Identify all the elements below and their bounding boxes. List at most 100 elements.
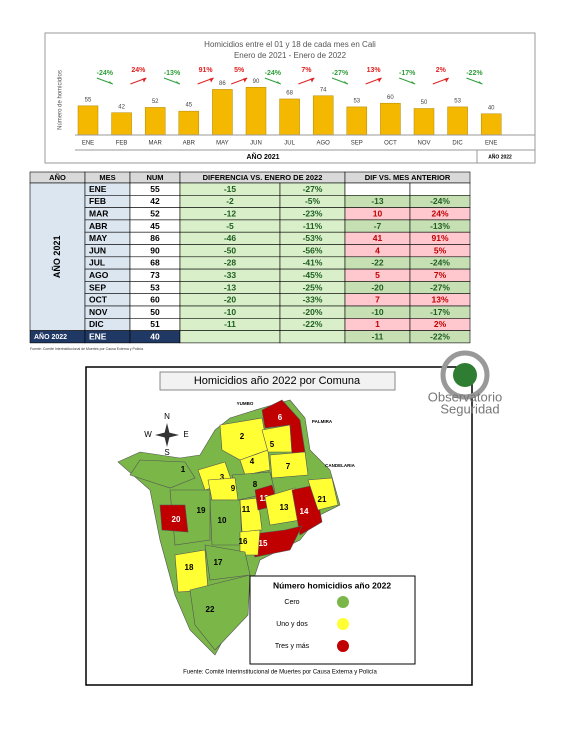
chart-title: Homicidios entre el 01 y 18 de cada mes … — [204, 40, 376, 49]
x-tick-label: NOV — [417, 141, 430, 147]
bar — [279, 98, 300, 136]
bar — [245, 87, 267, 136]
map-source: Fuente: Comité Interinstitucional de Mue… — [183, 670, 377, 676]
logo: Observatorio Seguridad — [428, 350, 502, 416]
table-text: -20 — [224, 295, 237, 305]
value-label: 40 — [488, 105, 495, 111]
comuna-label: 20 — [172, 515, 181, 524]
x-tick-label: ENE — [485, 141, 497, 147]
change-label: -24% — [97, 70, 114, 77]
table-text: AÑO 2022 — [34, 332, 67, 341]
value-label: 50 — [421, 100, 428, 106]
table-text: 45 — [150, 221, 160, 231]
comuna-label: 9 — [231, 484, 236, 493]
table-text: ENE — [89, 184, 107, 194]
comuna-label: 5 — [270, 440, 275, 449]
table-text: -11 — [372, 332, 384, 342]
table-cell — [409, 330, 471, 344]
table-cell — [344, 182, 411, 196]
comuna-label: 11 — [242, 505, 251, 514]
comuna-label: 3 — [220, 473, 225, 482]
value-label: 55 — [85, 97, 92, 103]
table-text: 42 — [150, 196, 160, 206]
table-text: DIC — [89, 319, 104, 329]
table-text: -11% — [303, 221, 323, 231]
table-text: 4 — [375, 245, 380, 255]
x-tick-label: JUN — [250, 141, 262, 147]
comuna-label: 14 — [300, 507, 309, 516]
bar — [413, 108, 435, 136]
comuna-label: 21 — [318, 495, 327, 504]
table-text: -33 — [224, 270, 237, 280]
value-label: 42 — [118, 104, 125, 110]
comuna-label: 22 — [206, 605, 215, 614]
table-text: JUL — [89, 258, 105, 268]
place-label: YUMBO — [237, 401, 254, 406]
bar — [144, 107, 166, 136]
compass-label: W — [144, 430, 152, 439]
table-text: 7% — [434, 270, 447, 280]
comuna-label: 8 — [253, 480, 258, 489]
legend-label: Tres y más — [275, 643, 310, 650]
change-label: 24% — [131, 67, 146, 74]
value-label: 60 — [387, 95, 394, 101]
comuna-label: 13 — [280, 503, 289, 512]
x-tick-label: MAR — [149, 141, 163, 147]
table-text: -33% — [303, 295, 323, 305]
comuna-label: 1 — [181, 465, 186, 474]
group-label: AÑO 2022 — [488, 153, 512, 160]
change-arrow-head — [142, 78, 147, 83]
comuna-label: 12 — [260, 494, 269, 503]
comuna — [269, 451, 309, 479]
change-arrow-head — [276, 80, 281, 84]
table-text: -50 — [224, 245, 237, 255]
x-tick-label: AGO — [317, 141, 331, 147]
table-text: 5% — [434, 245, 447, 255]
table-text: -41% — [303, 258, 323, 268]
table-text: 1 — [375, 319, 380, 329]
table-text: -20 — [371, 282, 384, 292]
place-label: PALMIRA — [312, 419, 333, 424]
comuna-label: 15 — [259, 539, 268, 548]
comuna-label: 17 — [214, 558, 223, 567]
value-label: 45 — [185, 103, 192, 109]
table-text: -5 — [226, 221, 234, 231]
legend-swatch — [337, 596, 349, 608]
change-label: -27% — [332, 70, 349, 77]
compass-label: E — [183, 430, 188, 439]
legend-swatch — [337, 618, 349, 630]
table-text: -11 — [224, 319, 236, 329]
table-text: -15 — [224, 184, 237, 194]
year-label: AÑO 2021 — [52, 236, 62, 279]
compass — [155, 423, 179, 447]
map-title-box — [159, 371, 396, 391]
table-text: -46 — [224, 233, 237, 243]
table-text: -27% — [430, 282, 450, 292]
table-text: FEB — [89, 196, 106, 206]
table-text: -53% — [303, 233, 323, 243]
legend-label: Uno y dos — [276, 621, 308, 628]
change-label: 91% — [199, 67, 214, 74]
compass-label: S — [164, 448, 169, 457]
table-text: MAR — [89, 209, 108, 219]
table-text: -22% — [430, 332, 450, 342]
comuna-label: 19 — [197, 506, 206, 515]
logo-text: Seguridad — [440, 401, 499, 416]
change-label: 13% — [367, 67, 382, 74]
x-tick-label: JUL — [284, 141, 295, 147]
table-text: -13 — [224, 282, 237, 292]
table-text: -25% — [303, 282, 323, 292]
bar — [380, 102, 401, 136]
value-label: 86 — [219, 81, 226, 87]
comuna — [239, 529, 261, 556]
table-text: -5% — [305, 196, 321, 206]
value-label: 90 — [253, 79, 260, 85]
bar — [312, 95, 334, 136]
table-text: 5 — [375, 270, 380, 280]
table-text: -2 — [226, 196, 234, 206]
logo-dot — [453, 363, 477, 387]
compass-label: N — [164, 412, 170, 421]
table-text: -10 — [371, 307, 384, 317]
table-header: AÑO — [49, 173, 66, 182]
change-label: -13% — [164, 70, 181, 77]
